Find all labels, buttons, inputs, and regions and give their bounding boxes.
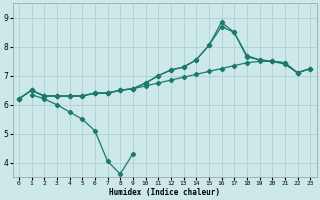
X-axis label: Humidex (Indice chaleur): Humidex (Indice chaleur)	[109, 188, 220, 197]
